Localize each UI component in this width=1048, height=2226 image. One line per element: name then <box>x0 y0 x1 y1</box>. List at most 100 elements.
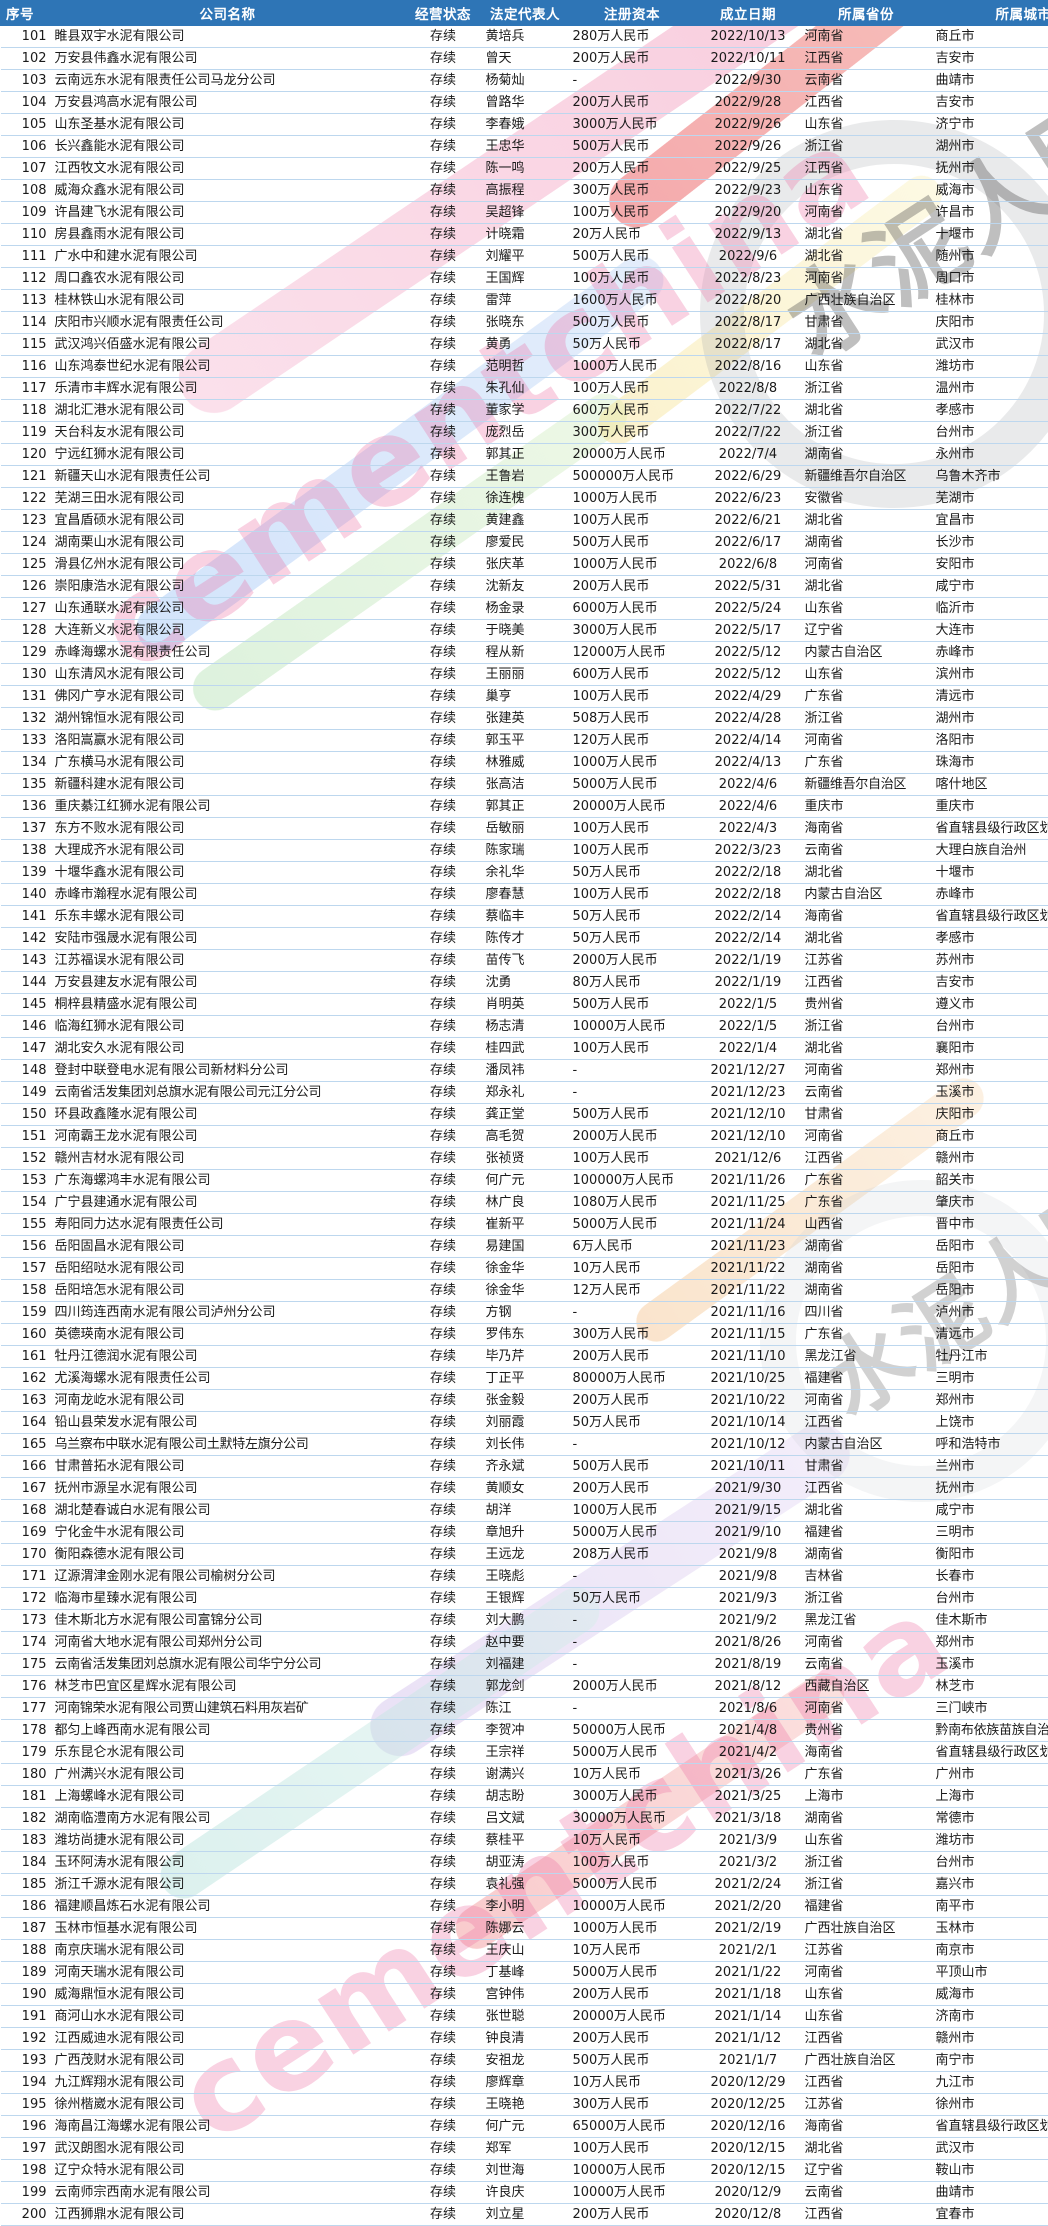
column-header-operating-status[interactable]: 经营状态 <box>405 1 482 26</box>
column-header-establish-date[interactable]: 成立日期 <box>696 1 801 26</box>
column-header-province[interactable]: 所属省份 <box>801 1 932 26</box>
column-header-city[interactable]: 所属城市 <box>932 1 1048 26</box>
column-header-registered-capital[interactable]: 注册资本 <box>569 1 696 26</box>
column-header-legal-representative[interactable]: 法定代表人 <box>482 1 569 26</box>
column-header-company-name[interactable]: 公司名称 <box>51 1 405 26</box>
